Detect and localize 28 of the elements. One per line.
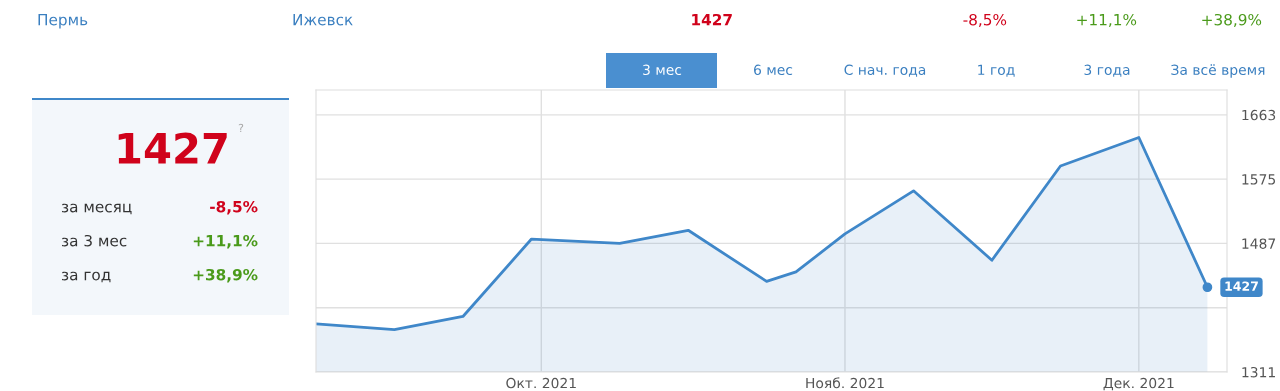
text: за 3 мес <box>61 234 127 247</box>
annotation: 1427 <box>1225 281 1258 291</box>
text: ? <box>238 123 244 133</box>
text: за месяц <box>61 203 132 215</box>
text: за год <box>61 271 111 283</box>
text: +11,1% <box>1077 13 1137 27</box>
text: С нач. года <box>844 64 926 77</box>
text: +11,1% <box>193 234 258 249</box>
x-tick-label: Дек. 2021 <box>1103 377 1174 391</box>
text: Пермь <box>38 14 88 29</box>
y-tick-label: 1663 <box>1242 109 1276 121</box>
y-tick-label: 1487 <box>1242 238 1276 249</box>
text: 3 мес <box>643 64 682 76</box>
y-tick-label: 1575 <box>1242 174 1276 185</box>
text: 3 года <box>1084 64 1130 77</box>
text: -8,5% <box>963 13 1007 27</box>
text: +38,9% <box>1202 13 1262 27</box>
x-tick-label: Нояб. 2021 <box>806 377 884 389</box>
text: -8,5% <box>210 200 258 215</box>
text: 1 год <box>978 64 1015 77</box>
text: Ижевск <box>293 14 353 26</box>
text: +38,9% <box>193 268 258 283</box>
text: 6 мес <box>754 64 793 76</box>
x-tick-label: Окт. 2021 <box>506 377 576 389</box>
y-tick-label: 1311 <box>1242 366 1275 378</box>
text: 1427 <box>118 132 227 164</box>
text: За всё время <box>1171 64 1265 78</box>
text: 1427 <box>692 13 732 26</box>
